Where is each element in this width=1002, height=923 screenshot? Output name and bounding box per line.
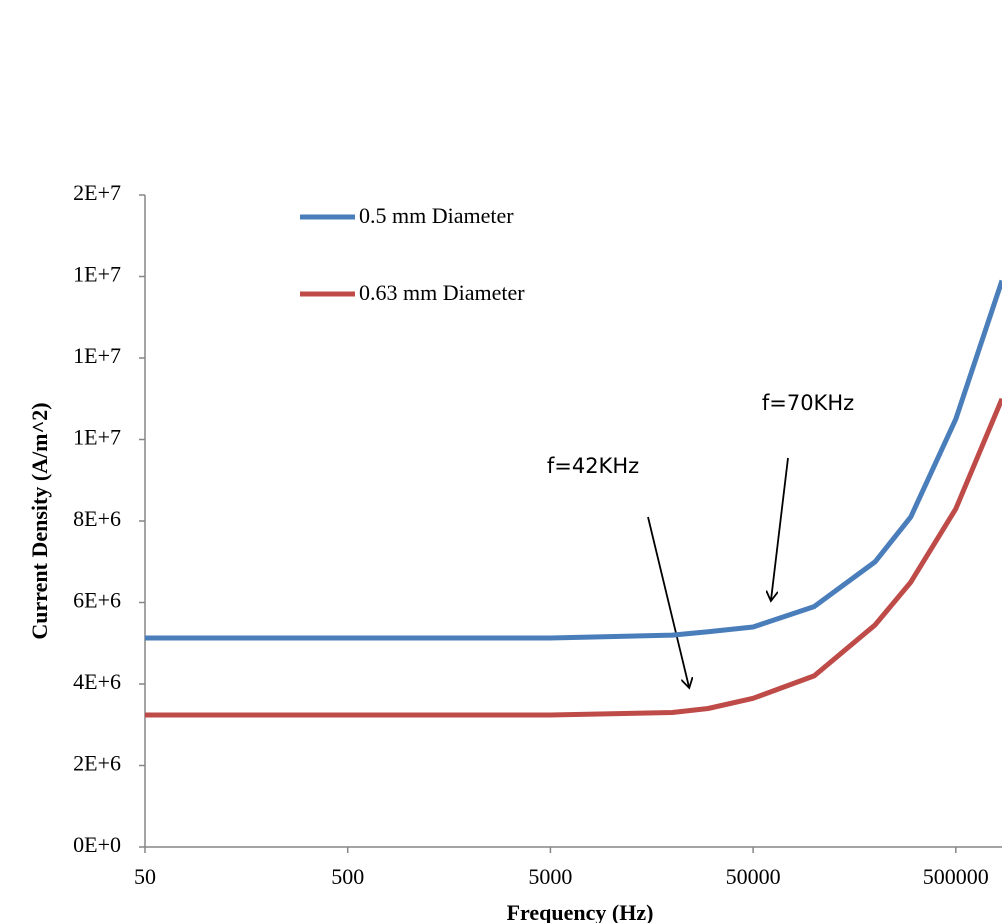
x-tick-label: 500 [331,864,364,889]
y-tick-label: 6E+6 [73,588,121,613]
x-tick-label: 5000 [528,864,572,889]
annotation-arrow [647,516,689,687]
y-axis-title: Current Density (A/m^2) [27,402,52,639]
series-line [145,279,1002,641]
x-tick-label: 50 [134,864,156,889]
series-line [145,397,1002,718]
y-tick-label: 8E+6 [73,506,121,531]
y-tick-label: 2E+6 [73,751,121,776]
legend-label: 0.63 mm Diameter [359,280,525,305]
legend-label: 0.5 mm Diameter [359,203,514,228]
y-tick-label: 4E+6 [73,669,121,694]
annotation: f=70KHz [762,391,854,415]
y-tick-label: 0E+0 [73,832,121,857]
y-tick-label: 2E+7 [73,180,121,205]
y-tick-label: 1E+7 [73,262,121,287]
annotation-arrow [771,457,789,600]
x-tick-label: 500000 [923,864,989,889]
annotation: f=42KHz [547,454,639,478]
x-axis-title: Frequency (Hz) [507,900,654,923]
y-tick-label: 1E+7 [73,425,121,450]
x-tick-label: 50000 [726,864,781,889]
y-tick-label: 1E+7 [73,343,121,368]
